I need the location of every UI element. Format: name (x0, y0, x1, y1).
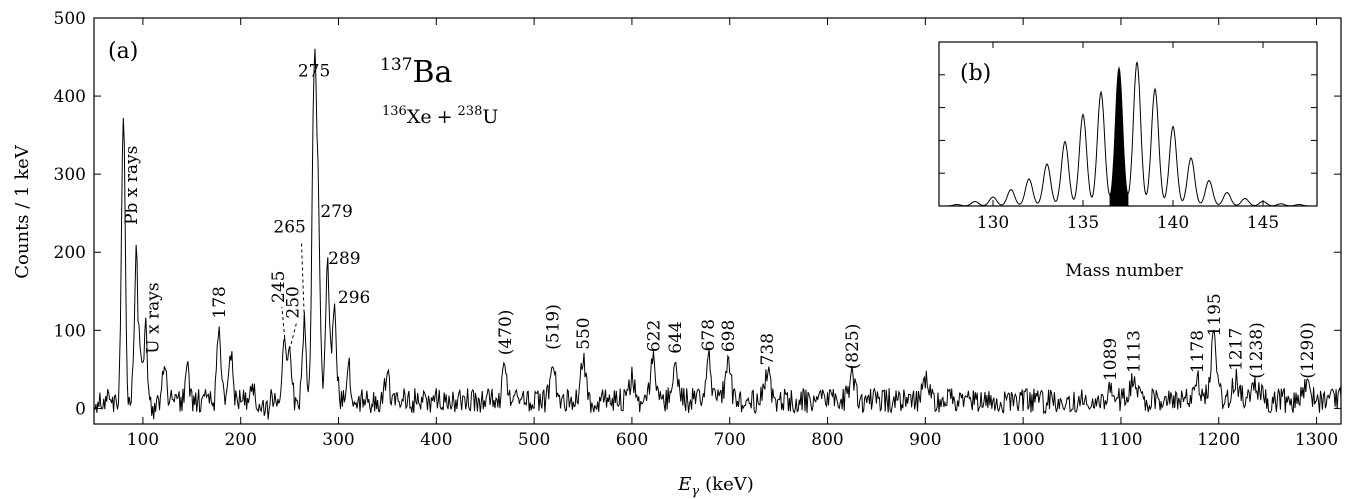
peak-label-14: 644 (666, 321, 686, 353)
inset-x-tick-label-130: 130 (977, 213, 1009, 233)
y-tick-label-0: 0 (75, 399, 86, 419)
peak-label-16: 698 (719, 320, 739, 352)
main-plot-frame (93, 17, 1342, 425)
peak-label-18: (825) (843, 324, 863, 370)
peak-label-6: 275 (298, 62, 330, 82)
inset-frame (938, 41, 1318, 207)
x-tick-label-500: 500 (518, 430, 550, 450)
nucleus-title: 137Ba (380, 55, 452, 90)
peak-label-15: 678 (699, 319, 719, 351)
x-axis-label: Eγ (keV) (677, 474, 754, 499)
peak-label-25: (1290) (1298, 322, 1318, 379)
highlighted-mass-peak (1109, 68, 1129, 206)
inset-x-axis-label: Mass number (1065, 261, 1183, 281)
spectrum-line (93, 48, 1342, 420)
peak-label-7: 279 (320, 202, 352, 222)
peak-label-20: 1113 (1125, 330, 1145, 373)
peak-label-23: 1217 (1226, 328, 1246, 371)
y-tick-label-200: 200 (54, 243, 86, 263)
peak-label-10: (470) (496, 310, 516, 356)
x-axis-unit: (keV) (705, 474, 754, 495)
leader-line-2 (300, 240, 305, 319)
peak-label-11: (519) (544, 304, 564, 350)
y-tick-label-300: 300 (54, 165, 86, 185)
y-tick-label-100: 100 (54, 321, 86, 341)
y-axis-label: Counts / 1 keV (12, 144, 33, 279)
peak-label-0: Pb x rays (122, 146, 142, 225)
peak-label-22: 1195 (1205, 293, 1225, 336)
x-tick-label-800: 800 (811, 430, 843, 450)
x-tick-label-1300: 1300 (1295, 430, 1338, 450)
beam-mass: 136 (382, 104, 407, 119)
target-symbol: U (482, 106, 498, 128)
x-tick-label-300: 300 (322, 430, 354, 450)
x-tick-label-700: 700 (713, 430, 745, 450)
peak-label-8: 289 (328, 249, 360, 269)
peak-label-9: 296 (338, 288, 370, 308)
inset-x-tick-label-145: 145 (1247, 213, 1279, 233)
peak-label-17: 738 (758, 333, 778, 365)
peak-label-12: 550 (574, 317, 594, 349)
nucleus-mass: 137 (380, 55, 412, 75)
x-tick-label-400: 400 (420, 430, 452, 450)
peak-label-24: (1238) (1247, 322, 1267, 379)
beam-symbol: Xe (407, 106, 432, 128)
x-axis-subscript: γ (691, 484, 699, 499)
leader-line-1 (289, 322, 298, 350)
reaction-label: 136Xe +238U (382, 104, 498, 128)
main-plot: 100 200 300 400 500 600 700 800 900 1000 1100 1200 1… (54, 9, 1342, 450)
inset-x-tick-label-135: 135 (1067, 213, 1099, 233)
inset-mass-plot: 130 135 140 145 (938, 41, 1318, 233)
x-tick-label-100: 100 (127, 430, 159, 450)
x-axis-symbol: E (677, 474, 691, 495)
panel-b-label: (b) (960, 61, 991, 86)
peak-label-1: U x rays (144, 282, 164, 353)
x-tick-label-900: 900 (909, 430, 941, 450)
peak-label-5: 265 (273, 218, 305, 238)
x-tick-label-1100: 1100 (1099, 430, 1142, 450)
peak-label-21: 1178 (1188, 330, 1208, 373)
peak-label-4: 250 (284, 286, 304, 318)
peak-label-3: 245 (269, 271, 289, 303)
x-tick-label-600: 600 (616, 430, 648, 450)
y-tick-label-400: 400 (54, 87, 86, 107)
nucleus-symbol: Ba (412, 55, 452, 90)
y-tick-label-500: 500 (54, 9, 86, 29)
panel-a-label: (a) (108, 39, 138, 64)
mass-distribution-line (939, 61, 1317, 207)
peak-label-19: 1089 (1101, 338, 1121, 381)
peak-label-13: 622 (644, 320, 664, 352)
peak-label-2: 178 (210, 286, 230, 318)
leader-line-0 (281, 306, 286, 339)
x-tick-label-1000: 1000 (1002, 430, 1045, 450)
reaction-plus: + (437, 106, 453, 128)
x-tick-label-200: 200 (224, 430, 256, 450)
x-tick-label-1200: 1200 (1197, 430, 1240, 450)
inset-x-tick-label-140: 140 (1157, 213, 1189, 233)
target-mass: 238 (458, 104, 483, 119)
